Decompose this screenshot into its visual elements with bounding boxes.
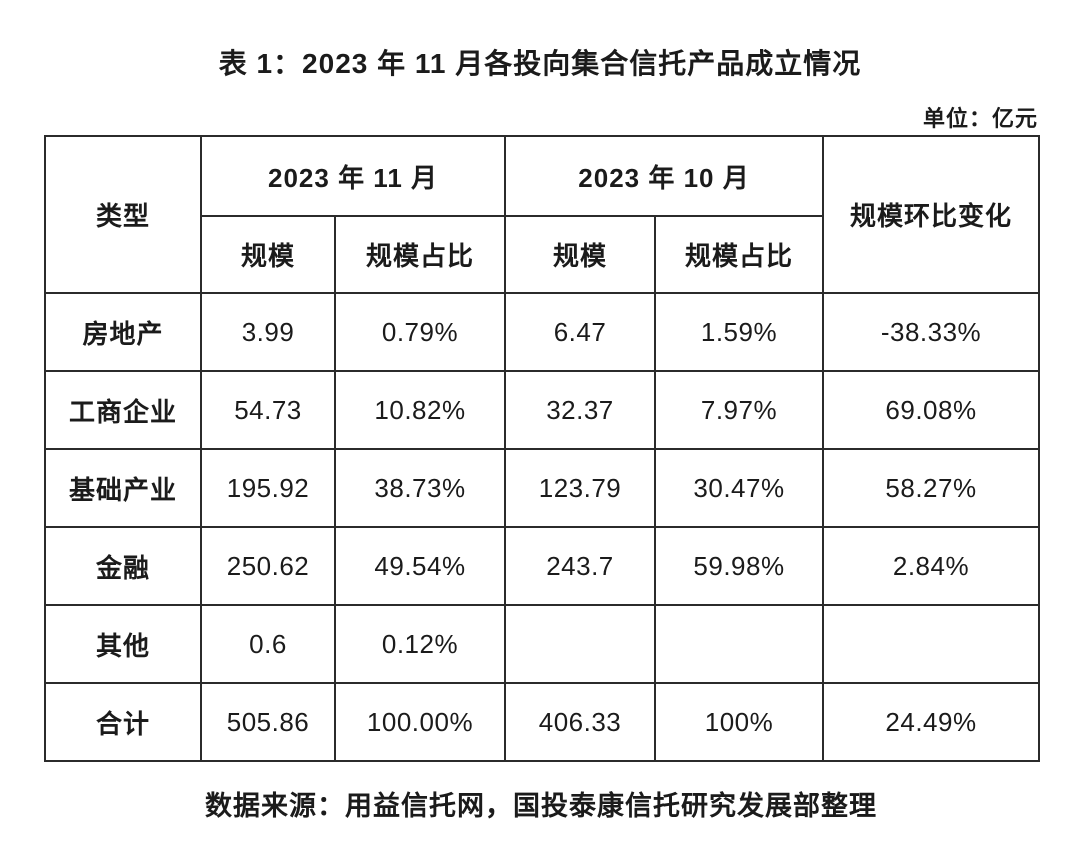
row-label: 金融: [44, 526, 202, 606]
cell-scale-nov: 0.6: [200, 604, 336, 684]
row-label: 工商企业: [44, 370, 202, 450]
cell-scale-nov: 505.86: [200, 682, 336, 762]
cell-share-oct: [654, 604, 824, 684]
table-title: 表 1：2023 年 11 月各投向集合信托产品成立情况: [218, 48, 862, 79]
cell-scale-oct: [504, 604, 656, 684]
header-mom-change: 规模环比变化: [822, 135, 1040, 294]
unit-label: 单位：亿元: [922, 106, 1038, 131]
table-row-total: 合计 505.86 100.00% 406.33 100% 24.49%: [44, 682, 1040, 762]
trust-products-table: 类型 2023 年 11 月 2023 年 10 月 规模环比变化 规模 规模占…: [44, 135, 1040, 762]
row-label: 其他: [44, 604, 202, 684]
cell-mom-change: 24.49%: [822, 682, 1040, 762]
row-label: 房地产: [44, 292, 202, 372]
table-row-industrial-commercial: 工商企业 54.73 10.82% 32.37 7.97% 69.08%: [44, 370, 1040, 450]
data-source-note: 数据来源：用益信托网，国投泰康信托研究发展部整理: [205, 791, 877, 821]
cell-scale-oct: 6.47: [504, 292, 656, 372]
cell-scale-nov: 195.92: [200, 448, 336, 528]
header-type: 类型: [44, 135, 202, 294]
cell-share-nov: 10.82%: [334, 370, 506, 450]
subheader-scale-nov: 规模: [200, 215, 336, 294]
header-group-oct-2023: 2023 年 10 月: [504, 135, 824, 217]
cell-share-oct: 59.98%: [654, 526, 824, 606]
cell-mom-change: -38.33%: [822, 292, 1040, 372]
row-label: 基础产业: [44, 448, 202, 528]
cell-share-nov: 49.54%: [334, 526, 506, 606]
cell-mom-change: [822, 604, 1040, 684]
table-row-finance: 金融 250.62 49.54% 243.7 59.98% 2.84%: [44, 526, 1040, 606]
subheader-share-nov: 规模占比: [334, 215, 506, 294]
cell-mom-change: 2.84%: [822, 526, 1040, 606]
subheader-share-oct: 规模占比: [654, 215, 824, 294]
cell-scale-oct: 243.7: [504, 526, 656, 606]
cell-scale-oct: 32.37: [504, 370, 656, 450]
cell-scale-nov: 54.73: [200, 370, 336, 450]
header-row-groups: 类型 2023 年 11 月 2023 年 10 月 规模环比变化: [44, 135, 1040, 294]
cell-share-nov: 100.00%: [334, 682, 506, 762]
cell-share-oct: 30.47%: [654, 448, 824, 528]
subheader-scale-oct: 规模: [504, 215, 656, 294]
cell-share-nov: 0.12%: [334, 604, 506, 684]
cell-share-oct: 100%: [654, 682, 824, 762]
cell-scale-nov: 250.62: [200, 526, 336, 606]
row-label: 合计: [44, 682, 202, 762]
header-row-sub: 规模 规模占比 规模 规模占比: [45, 215, 1039, 294]
cell-scale-nov: 3.99: [200, 292, 336, 372]
table-row-other: 其他 0.6 0.12%: [44, 604, 1040, 684]
cell-scale-oct: 406.33: [504, 682, 656, 762]
header-group-nov-2023: 2023 年 11 月: [200, 135, 506, 217]
cell-scale-oct: 123.79: [504, 448, 656, 528]
cell-share-nov: 38.73%: [334, 448, 506, 528]
cell-share-oct: 7.97%: [654, 370, 824, 450]
table-row-real-estate: 房地产 3.99 0.79% 6.47 1.59% -38.33%: [44, 292, 1040, 372]
cell-mom-change: 69.08%: [822, 370, 1040, 450]
table-row-infrastructure: 基础产业 195.92 38.73% 123.79 30.47% 58.27%: [44, 448, 1040, 528]
cell-share-oct: 1.59%: [654, 292, 824, 372]
cell-mom-change: 58.27%: [822, 448, 1040, 528]
cell-share-nov: 0.79%: [334, 292, 506, 372]
